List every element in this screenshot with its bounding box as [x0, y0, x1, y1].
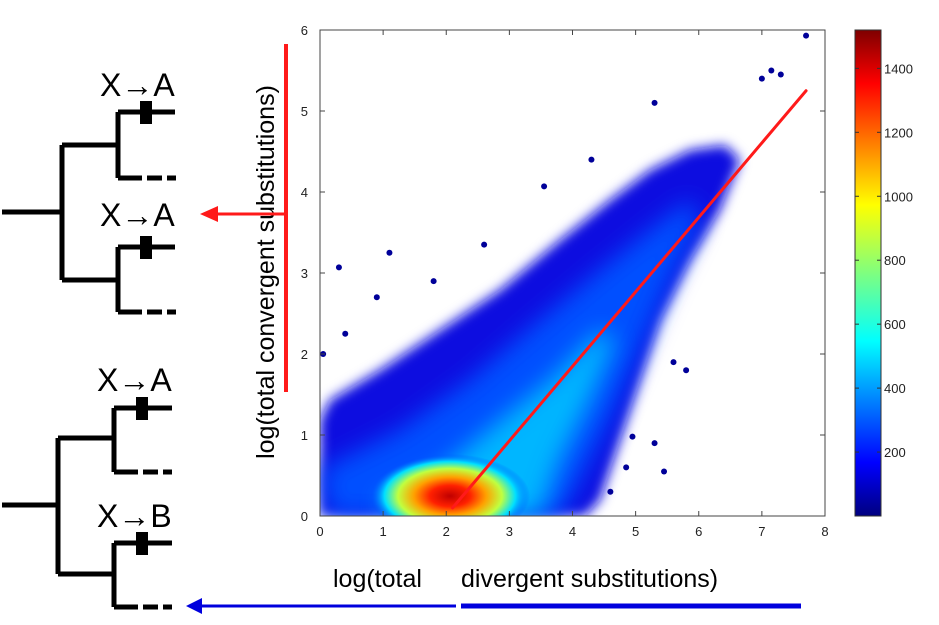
- x-tick-label: 5: [632, 524, 639, 539]
- y-tick-label: 6: [301, 23, 308, 38]
- data-point: [758, 75, 765, 82]
- colorbar-tick-label: 1000: [884, 189, 913, 204]
- colorbar-tick-label: 1400: [884, 61, 913, 76]
- density-heatmap: [320, 32, 810, 516]
- substitution-marker-icon: [140, 236, 152, 259]
- colorbar-tick-label: 200: [884, 445, 906, 460]
- regression-line: [451, 89, 808, 510]
- substitution-marker-icon: [140, 101, 152, 124]
- x-tick-label: 7: [758, 524, 765, 539]
- density-inner-band: [380, 330, 615, 516]
- convergent-arrowhead-icon: [200, 206, 218, 222]
- tree-divergent: [2, 405, 172, 610]
- x-tick-label: 1: [380, 524, 387, 539]
- dashed-branches-top: [147, 175, 176, 315]
- tree-top-lower-event: X→A: [100, 197, 175, 233]
- y-tick-label: 0: [301, 509, 308, 524]
- dashed-branches-bottom: [143, 469, 172, 610]
- density-mid-band: [320, 200, 700, 516]
- data-point: [629, 433, 636, 440]
- colorbar-tick-label: 800: [884, 253, 906, 268]
- y-tick-label: 3: [301, 266, 308, 281]
- data-point: [588, 156, 595, 163]
- outlier-points: [320, 32, 810, 495]
- data-point: [670, 359, 677, 366]
- data-point: [651, 99, 658, 106]
- y-tick-label: 4: [301, 185, 308, 200]
- colorbar-tick-label: 1200: [884, 125, 913, 140]
- y-tick-label: 5: [301, 104, 308, 119]
- data-point: [335, 264, 342, 271]
- colorbar: [854, 29, 882, 517]
- substitution-marker-icon: [136, 532, 148, 555]
- data-point: [607, 488, 614, 495]
- x-tick-label: 6: [695, 524, 702, 539]
- data-point: [481, 241, 488, 248]
- data-point: [683, 367, 690, 374]
- data-point: [803, 32, 810, 39]
- tree-bottom-lower-event: X→B: [97, 498, 172, 534]
- data-point: [661, 468, 668, 475]
- substitution-marker-icon: [136, 397, 148, 420]
- x-axis-ticks: 0 1 2 3 4 5 6 7 8: [316, 30, 829, 539]
- y-tick-label: 1: [301, 428, 308, 443]
- colorbar-tick-label: 400: [884, 381, 906, 396]
- x-axis-label-part1: log(total: [333, 565, 422, 593]
- data-point: [623, 464, 630, 471]
- data-point: [430, 278, 437, 285]
- x-tick-label: 4: [569, 524, 576, 539]
- x-axis-label-part2: divergent substitutions): [461, 565, 718, 593]
- colorbar-ticks: 200 400 600 800 1000 1200 1400: [855, 61, 913, 460]
- density-hotspot: [370, 454, 530, 516]
- x-tick-label: 0: [316, 524, 323, 539]
- x-tick-label: 8: [821, 524, 828, 539]
- divergent-arrowhead-icon: [186, 598, 202, 614]
- tree-top-upper-event: X→A: [100, 67, 175, 103]
- data-point: [373, 294, 380, 301]
- x-tick-label: 3: [506, 524, 513, 539]
- data-point: [768, 67, 775, 74]
- tree-bottom-upper-event: X→A: [97, 362, 172, 398]
- data-point: [651, 440, 658, 447]
- data-point: [541, 183, 548, 190]
- data-point: [342, 330, 349, 337]
- y-tick-label: 2: [301, 347, 308, 362]
- data-point: [386, 249, 393, 256]
- colorbar-tick-label: 600: [884, 317, 906, 332]
- data-point: [777, 71, 784, 78]
- y-axis-label: log(total convergent substitutions): [252, 85, 280, 459]
- x-tick-label: 2: [443, 524, 450, 539]
- y-axis-ticks: 0 1 2 3 4 5 6: [301, 23, 825, 524]
